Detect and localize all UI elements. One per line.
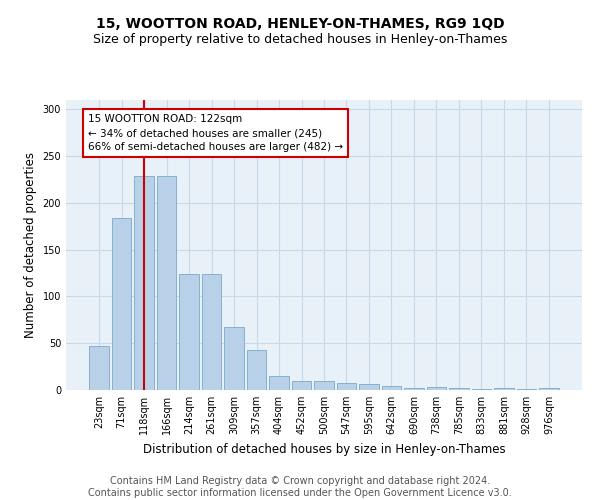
Bar [269, 376, 289, 390]
Bar [539, 388, 559, 390]
Bar [314, 380, 334, 390]
Bar [382, 386, 401, 390]
Text: 15 WOOTTON ROAD: 122sqm
← 34% of detached houses are smaller (245)
66% of semi-d: 15 WOOTTON ROAD: 122sqm ← 34% of detache… [88, 114, 343, 152]
Bar [292, 380, 311, 390]
Y-axis label: Number of detached properties: Number of detached properties [24, 152, 37, 338]
X-axis label: Distribution of detached houses by size in Henley-on-Thames: Distribution of detached houses by size … [143, 442, 505, 456]
Bar [112, 218, 131, 390]
Bar [89, 346, 109, 390]
Bar [359, 384, 379, 390]
Bar [494, 388, 514, 390]
Text: Size of property relative to detached houses in Henley-on-Thames: Size of property relative to detached ho… [93, 32, 507, 46]
Text: 15, WOOTTON ROAD, HENLEY-ON-THAMES, RG9 1QD: 15, WOOTTON ROAD, HENLEY-ON-THAMES, RG9 … [95, 18, 505, 32]
Bar [224, 328, 244, 390]
Bar [337, 382, 356, 390]
Bar [179, 274, 199, 390]
Bar [247, 350, 266, 390]
Bar [404, 388, 424, 390]
Bar [157, 176, 176, 390]
Bar [472, 389, 491, 390]
Bar [427, 387, 446, 390]
Bar [134, 176, 154, 390]
Text: Contains HM Land Registry data © Crown copyright and database right 2024.
Contai: Contains HM Land Registry data © Crown c… [88, 476, 512, 498]
Bar [517, 389, 536, 390]
Bar [449, 388, 469, 390]
Bar [202, 274, 221, 390]
